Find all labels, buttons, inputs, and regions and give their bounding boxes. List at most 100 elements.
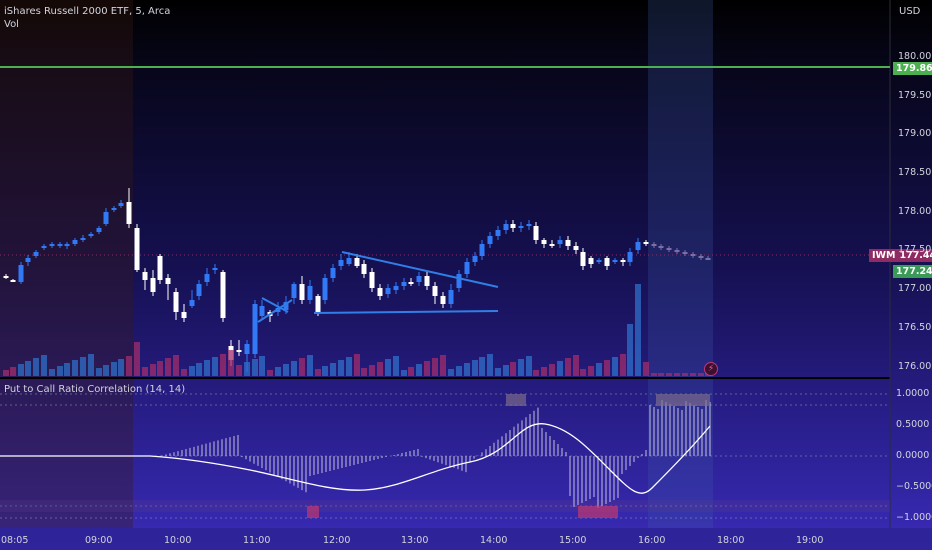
volume-bar: [424, 361, 430, 376]
candle-body: [315, 296, 321, 312]
candle-body: [307, 286, 313, 300]
last-price-badge: IWM 177.44: [869, 249, 932, 262]
candle-body: [236, 350, 242, 352]
candle-body: [25, 258, 31, 262]
volume-bar: [361, 368, 367, 376]
time-tick-label: 19:00: [796, 535, 824, 546]
volume-bar: [565, 358, 571, 376]
volume-bar: [80, 357, 86, 376]
time-tick-label: 14:00: [480, 535, 508, 546]
candle-body: [212, 268, 218, 270]
indicator-high-highlight: [656, 394, 710, 406]
volume-bar: [627, 324, 633, 376]
volume-bar: [111, 362, 117, 376]
candle-body: [377, 288, 383, 296]
price-tick-label: 177.50: [898, 244, 932, 255]
volume-bar: [464, 363, 470, 376]
volume-bar: [526, 356, 532, 376]
candle-body: [627, 252, 633, 262]
candle-body: [674, 250, 680, 252]
volume-bar: [259, 356, 265, 376]
volume-label[interactable]: Vol: [4, 19, 19, 30]
volume-bar: [448, 369, 454, 376]
last-price-value: 177.44: [899, 250, 932, 261]
volume-bar: [150, 364, 156, 376]
candle-body: [651, 244, 657, 246]
candle-body: [259, 306, 265, 316]
indicator-title[interactable]: Put to Call Ratio Correlation (14, 14): [4, 384, 186, 395]
candle-body: [118, 203, 124, 206]
candle-body: [41, 246, 47, 248]
volume-bar: [134, 342, 140, 376]
candle-body: [126, 202, 132, 224]
price-tick-label: 180.00: [898, 51, 932, 62]
volume-bar: [157, 361, 163, 376]
time-tick-label: 15:00: [559, 535, 587, 546]
candle-body: [658, 246, 664, 248]
candle-body: [346, 258, 352, 264]
candle-body: [682, 252, 688, 254]
candle-body: [173, 292, 179, 312]
candle-body: [557, 240, 563, 244]
volume-bar: [25, 361, 31, 376]
volume-bar: [612, 357, 618, 376]
candle-body: [690, 254, 696, 256]
candle-body: [369, 272, 375, 288]
candle-body: [604, 258, 610, 266]
candle-body: [157, 256, 163, 280]
volume-bar: [57, 366, 63, 376]
indicator-low-highlight: [578, 506, 618, 518]
volume-bar: [41, 355, 47, 376]
volume-bar: [49, 369, 55, 376]
price-tick-label: 179.50: [898, 90, 932, 101]
volume-bar: [377, 362, 383, 376]
symbol-title[interactable]: iShares Russell 2000 ETF, 5, Arca: [4, 6, 171, 17]
volume-bar: [682, 373, 688, 376]
last-price-symbol: IWM: [872, 250, 896, 261]
candle-body: [432, 286, 438, 296]
price-tick-label: 178.00: [898, 206, 932, 217]
candle-body: [150, 278, 156, 292]
candle-body: [49, 244, 55, 246]
volume-bar: [533, 370, 539, 376]
volume-bar: [3, 370, 9, 376]
indicator-lower-band: [0, 500, 890, 512]
indicator-low-highlight: [307, 506, 319, 518]
candle-body: [72, 240, 78, 244]
time-tick-label: 18:00: [717, 535, 745, 546]
candle-body: [408, 282, 414, 284]
volume-bar: [635, 284, 641, 376]
candle-body: [220, 272, 226, 318]
price-tick-label: 179.00: [898, 128, 932, 139]
indicator-tick-label: 0.5000: [896, 419, 930, 430]
candle-body: [705, 258, 711, 260]
volume-bar: [228, 350, 234, 376]
candle-body: [573, 246, 579, 250]
volume-bar: [580, 369, 586, 376]
candle-body: [393, 286, 399, 290]
volume-bar: [330, 363, 336, 376]
lightning-icon[interactable]: ⚡: [704, 362, 718, 376]
volume-bar: [651, 373, 657, 376]
volume-bar: [456, 366, 462, 376]
volume-bar: [416, 364, 422, 376]
time-axis-bg: [0, 528, 932, 550]
time-tick-label: 11:00: [243, 535, 271, 546]
volume-bar: [658, 373, 664, 376]
correlation-curve: [0, 423, 711, 494]
volume-bar: [291, 361, 297, 376]
volume-bar: [165, 358, 171, 376]
trendline-small-2: [261, 297, 289, 313]
indicator-tick-label: 0.0000: [896, 450, 930, 461]
candle-body: [88, 234, 94, 236]
volume-bar: [674, 373, 680, 376]
candle-body: [643, 242, 649, 244]
candle-body: [299, 284, 305, 300]
volume-bar: [503, 365, 509, 376]
time-tick-label: 09:00: [85, 535, 113, 546]
time-tick-label: 12:00: [323, 535, 351, 546]
volume-bar: [181, 369, 187, 376]
volume-bar: [354, 354, 360, 376]
